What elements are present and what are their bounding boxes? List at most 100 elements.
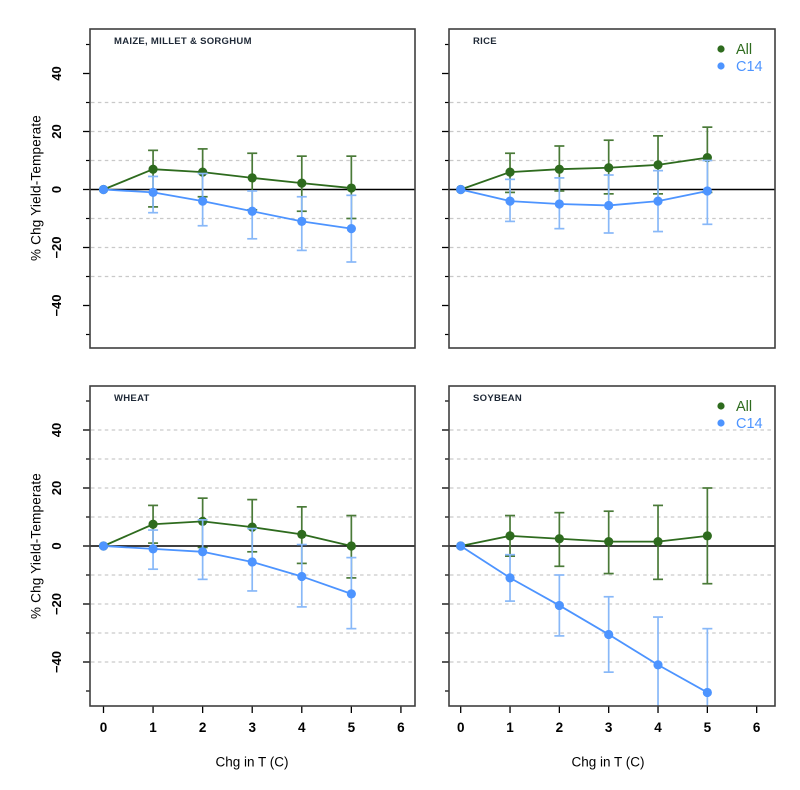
y-tick-label: 20 <box>49 481 64 495</box>
series-c14-point <box>98 541 109 551</box>
series-all-point <box>148 519 158 529</box>
y-tick-label: −40 <box>49 294 64 316</box>
x-axis-label-left-column: Chg in T (C) <box>215 754 289 770</box>
series-c14-line <box>460 545 708 694</box>
legend-c14-label: C14 <box>736 416 763 432</box>
series-c14-line <box>460 188 708 207</box>
series-all-point <box>554 534 564 544</box>
panel-border <box>89 385 416 707</box>
series-all-point <box>554 164 564 174</box>
series-c14-point <box>554 600 564 611</box>
panel-border <box>89 28 416 349</box>
series-all-point <box>702 531 712 541</box>
series-c14-point <box>346 224 356 234</box>
series-c14-point <box>604 200 614 211</box>
series-c14-point <box>505 196 515 206</box>
legend-all-marker <box>717 402 725 410</box>
series-all-line <box>103 520 352 547</box>
series-c14-point <box>456 541 466 551</box>
series-c14-line <box>103 188 352 230</box>
y-axis-label-bottom-row: % Chg Yield-Temperate <box>28 472 44 620</box>
x-tick-label: 5 <box>704 720 712 735</box>
series-c14-point <box>247 206 257 216</box>
series-c14-point <box>456 184 466 195</box>
panel-border <box>448 385 776 707</box>
series-all-point <box>297 178 307 188</box>
panel-title: WHEAT <box>114 393 150 404</box>
legend-c14-label: C14 <box>736 59 763 75</box>
series-c14-point <box>653 196 663 206</box>
series-c14-point <box>702 186 712 196</box>
series-all-point <box>297 529 307 540</box>
series-all-error-bars <box>505 487 713 585</box>
series-c14-point <box>297 216 307 226</box>
y-tick-label: −40 <box>49 651 64 673</box>
series-c14-error-bars <box>148 519 357 630</box>
legend-c14-marker <box>717 62 725 70</box>
series-c14-point <box>297 571 307 582</box>
series-all-point <box>505 167 515 177</box>
series-c14-point <box>554 199 564 209</box>
series-all-line <box>460 156 708 191</box>
series-c14-point <box>198 547 208 557</box>
series-all-point <box>604 537 614 547</box>
series-c14-point <box>653 660 663 670</box>
series-c14-point <box>198 196 208 206</box>
series-all-point <box>604 163 614 173</box>
series-c14-point <box>148 544 158 554</box>
series-all-point <box>148 164 158 174</box>
x-tick-label: 5 <box>348 720 356 735</box>
x-tick-label: 1 <box>506 720 514 735</box>
x-tick-label: 3 <box>605 720 613 735</box>
series-c14-point <box>98 184 109 195</box>
panel-wheat: 40 20 0 −20 −40 0 1 2 3 4 5 6 WHEAT <box>49 385 416 735</box>
series-all-point <box>346 541 356 551</box>
y-tick-label: 40 <box>49 66 64 80</box>
x-tick-label: 6 <box>397 720 405 735</box>
panel-border <box>448 28 776 349</box>
y-tick-label: 40 <box>49 423 64 437</box>
legend-all-marker <box>717 45 725 53</box>
legend-all-label: All <box>736 399 752 415</box>
series-all-point <box>653 160 663 170</box>
x-tick-label: 4 <box>298 720 306 735</box>
series-all-line <box>460 534 708 547</box>
y-tick-label: −20 <box>49 236 64 258</box>
series-c14-point <box>702 687 712 698</box>
x-axis-label-right-column: Chg in T (C) <box>571 754 645 770</box>
legend-c14-marker <box>717 419 725 427</box>
x-tick-label: 1 <box>149 720 157 735</box>
series-c14-point <box>148 187 158 197</box>
series-c14-point <box>505 573 515 583</box>
y-tick-label: 0 <box>49 186 64 193</box>
y-tick-label: −20 <box>49 593 64 615</box>
y-tick-label: 0 <box>49 542 64 549</box>
x-tick-label: 2 <box>199 720 207 735</box>
x-tick-label: 6 <box>753 720 761 735</box>
series-all-point <box>653 537 663 547</box>
panel-title: MAIZE, MILLET & SORGHUM <box>114 36 252 47</box>
y-tick-label: 20 <box>49 124 64 138</box>
series-all-point <box>505 531 515 541</box>
series-c14-point <box>247 557 257 567</box>
panel-title: RICE <box>473 36 497 47</box>
y-axis-label-top-row: % Chg Yield-Temperate <box>28 114 44 262</box>
series-all-point <box>247 522 257 532</box>
series-all-point <box>247 173 257 183</box>
series-c14-line <box>103 545 352 595</box>
x-tick-label: 4 <box>654 720 662 735</box>
series-c14-point <box>604 629 614 640</box>
panel-title: SOYBEAN <box>473 393 522 404</box>
x-tick-label: 0 <box>100 720 108 735</box>
panel-maize-millet-sorghum: 40 20 0 −20 −40 MAIZE, MILLET & SORGHUM <box>49 28 416 349</box>
series-c14-point <box>346 589 356 599</box>
legend-all-label: All <box>736 42 752 58</box>
x-tick-label: 0 <box>457 720 465 735</box>
x-tick-label: 2 <box>556 720 564 735</box>
